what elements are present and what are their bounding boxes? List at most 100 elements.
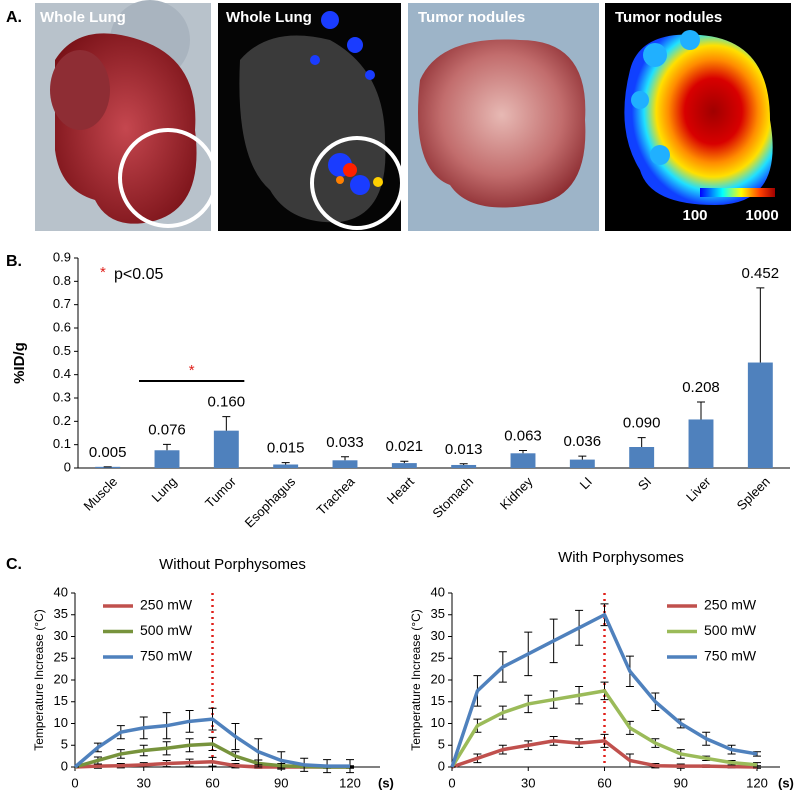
x-tick-label: 120 [339,775,361,790]
y-axis-label: Temperature Increase (°C) [32,609,46,751]
x-tick-label: Trachea [314,473,359,518]
significance-marker: * [100,264,106,281]
bar [95,466,121,468]
bar [391,463,417,468]
legend-label: 500 mW [704,622,757,638]
nodules [631,30,700,165]
y-tick-label: 30 [54,628,68,643]
legend-label: 750 mW [140,648,193,664]
y-tick-label: 0.6 [53,319,71,334]
value-label: 0.076 [148,421,186,438]
y-tick-label: 0.7 [53,296,71,311]
error-bar [697,401,705,420]
y-tick-label: 0.4 [53,366,71,381]
y-tick-label: 0 [438,758,445,773]
bar [629,447,655,468]
bar [213,430,239,468]
error-bar [163,443,171,451]
tumor [418,39,586,208]
value-label: 0.063 [504,427,542,444]
x-tick-label: Liver [683,473,714,504]
colorbar-label: 1000 [745,207,778,224]
x-tick-label: Esophagus [242,474,299,531]
bar [747,362,773,468]
legend-label: 750 mW [704,648,757,664]
x-tick-label: 60 [205,775,219,790]
error-bar [519,450,527,454]
series-line [451,739,758,769]
x-tick-label: LI [577,474,595,492]
bar [332,460,358,468]
x-tick-label: 90 [674,775,688,790]
bar [688,419,714,468]
panel-label: C. [6,556,22,573]
panel-label: A. [6,9,22,26]
y-tick-label: 0.8 [53,273,71,288]
y-tick-label: 25 [54,650,68,665]
x-tick-label: 30 [521,775,535,790]
y-tick-label: 10 [54,715,68,730]
value-label: 0.090 [623,415,661,432]
x-tick-label: 0 [448,775,455,790]
error-bar [756,287,765,363]
error-bar [281,462,290,465]
error-bar [341,456,349,461]
y-tick-label: 15 [431,693,445,708]
legend-label: 250 mW [140,597,193,613]
significance-note: p<0.05 [114,266,163,283]
value-label: 0.015 [267,440,305,457]
series-line [450,689,758,768]
y-tick-label: 10 [431,715,445,730]
x-tick-label: Lung [148,474,179,505]
y-tick-label: 20 [54,671,68,686]
x-tick-label: 120 [746,775,768,790]
circle [118,128,218,228]
image-title: Tumor nodules [418,9,525,26]
value-label: 0.452 [742,265,780,282]
y-tick-label: 20 [431,671,445,686]
bar [510,453,536,468]
x-tick-label: 60 [597,775,611,790]
error-bar [222,416,231,431]
y-tick-label: 25 [431,650,445,665]
value-label: 0.033 [326,434,364,451]
value-label: 0.013 [445,441,483,458]
series-line [450,613,758,768]
y-tick-label: 0.3 [53,389,71,404]
legend-label: 250 mW [704,597,757,613]
x-unit: (s) [778,775,794,790]
signal [310,11,375,195]
y-tick-label: 0.5 [53,343,71,358]
y-tick-label: 35 [54,606,68,621]
series-line [73,717,350,769]
colorbar-label: 100 [682,207,707,224]
x-tick-label: Tumor [202,473,239,510]
circle [310,136,404,230]
x-tick-label: Spleen [734,474,773,513]
bar [273,464,299,468]
x-tick-label: 30 [137,775,151,790]
value-label: 0.160 [208,394,246,411]
y-tick-label: 0 [61,758,68,773]
y-axis-label: Temperature Increase (°C) [409,609,423,751]
value-label: 0.005 [89,444,127,461]
error-bar [637,437,646,447]
colorbar [700,188,775,197]
y-tick-label: 40 [54,584,68,599]
photo-panel [35,0,791,231]
image-title: Tumor nodules [615,9,722,26]
x-tick-label: 0 [71,775,78,790]
y-axis-label: %ID/g [11,342,28,384]
x-tick-label: Stomach [429,474,476,521]
y-tick-label: 5 [61,737,68,752]
x-tick-label: Heart [384,474,417,507]
panel-label: B. [6,253,22,270]
error-bar [459,463,468,465]
x-tick-label: 90 [274,775,288,790]
y-tick-label: 0.9 [53,249,71,264]
photo-titles: Whole Lung Whole Lung Tumor nodules Tumo… [40,9,779,224]
legend-label: 500 mW [140,622,193,638]
value-label: 0.021 [386,438,424,455]
y-tick-label: 0.1 [53,436,71,451]
